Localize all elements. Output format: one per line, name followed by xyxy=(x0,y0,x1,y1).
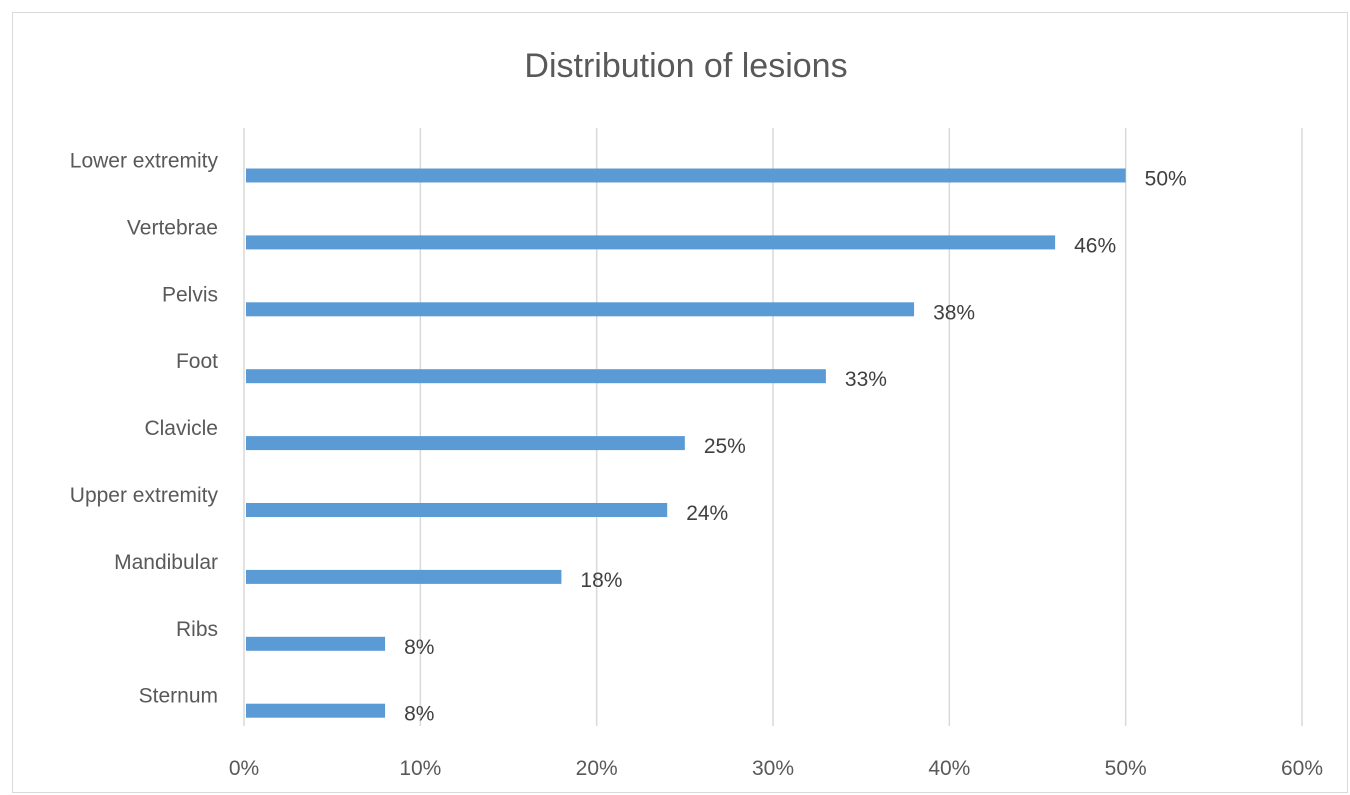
data-label: 24% xyxy=(686,502,728,525)
x-tick-labels: 0% 10% 20% 30% 40% 50% 60% xyxy=(229,757,1323,780)
bar xyxy=(246,503,668,517)
x-tick-label: 20% xyxy=(576,757,618,780)
x-tick-label: 30% xyxy=(752,757,794,780)
category-label: Sternum xyxy=(139,685,218,708)
category-label: Lower extremity xyxy=(70,150,219,173)
category-label: Foot xyxy=(176,350,218,373)
bar xyxy=(246,569,562,584)
category-label: Mandibular xyxy=(114,551,218,574)
data-labels: 50% 46% 38% 33% 25% 24% 18% 8% 8% xyxy=(404,168,1187,726)
category-label: Clavicle xyxy=(144,417,218,440)
x-tick-label: 60% xyxy=(1281,757,1323,780)
data-label: 25% xyxy=(704,435,746,458)
bar xyxy=(246,369,826,384)
bar xyxy=(246,436,685,451)
data-label: 8% xyxy=(404,636,434,659)
x-tick-label: 0% xyxy=(229,757,259,780)
x-tick-label: 50% xyxy=(1105,757,1147,780)
x-tick-label: 40% xyxy=(928,757,970,780)
category-label: Upper extremity xyxy=(70,484,219,507)
bar xyxy=(246,636,386,651)
category-label: Pelvis xyxy=(162,283,218,306)
data-label: 33% xyxy=(845,368,887,391)
data-label: 38% xyxy=(933,301,975,324)
bar xyxy=(246,302,915,317)
category-labels: Lower extremity Vertebrae Pelvis Foot Clavic… xyxy=(70,150,219,708)
chart-title: Distribution of lesions xyxy=(524,47,847,85)
data-label: 50% xyxy=(1145,168,1187,191)
bar xyxy=(246,168,1126,183)
bar xyxy=(246,703,386,718)
data-label: 46% xyxy=(1074,234,1116,257)
data-label: 8% xyxy=(404,703,434,726)
bar xyxy=(246,235,1056,250)
data-label: 18% xyxy=(580,569,622,592)
gridlines xyxy=(243,128,1303,726)
category-label: Vertebrae xyxy=(127,216,218,239)
category-label: Ribs xyxy=(176,618,218,641)
x-tick-label: 10% xyxy=(399,757,441,780)
bars xyxy=(246,168,1126,718)
